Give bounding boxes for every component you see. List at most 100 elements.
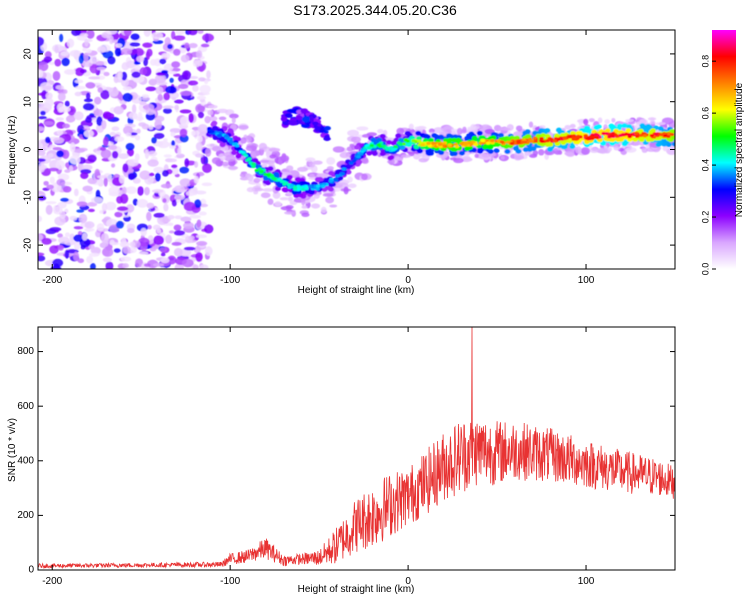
spectrogram-ridge-blob — [583, 134, 588, 138]
spectrogram-ridge-blob — [291, 190, 298, 195]
spectrogram-noise-blob — [55, 117, 64, 121]
spectrogram-noise-blob — [143, 30, 151, 37]
spectrogram-noise-blob — [192, 264, 199, 269]
spectrogram-ridge-blob — [390, 140, 397, 146]
spectrogram-x-tick-label: -200 — [42, 275, 62, 286]
spectrogram-halo-blob — [532, 150, 539, 156]
spectrogram-noise-blob — [129, 241, 136, 248]
spectrogram-noise-blob — [48, 144, 56, 149]
spectrogram-noise-blob — [109, 242, 120, 246]
spectrogram-arc-blob — [284, 113, 293, 119]
colorbar-tick-label: 0.4 — [700, 159, 710, 172]
spectrogram-noise-blob — [83, 103, 95, 111]
spectrogram-noise-blob — [56, 129, 64, 136]
spectrogram-noise-blob — [168, 230, 175, 234]
spectrogram-y-tick-label: 0 — [23, 146, 34, 152]
figure-title: S173.2025.344.05.20.C36 — [293, 2, 457, 18]
spectrogram-ridge-blob — [327, 186, 334, 192]
spectrogram-noise-blob — [100, 149, 112, 159]
spectrogram-halo-blob — [296, 166, 308, 172]
spectrogram-y-axis-label: Frequency (Hz) — [7, 116, 18, 185]
spectrogram-arc-blob — [323, 125, 331, 131]
spectrogram-ridge-blob — [671, 141, 675, 147]
spectrogram-halo-blob — [280, 155, 290, 162]
spectrogram-noise-blob — [100, 233, 109, 244]
spectrogram-ridge-blob — [609, 137, 616, 143]
spectrogram-noise-blob — [145, 86, 157, 92]
spectrogram-noise-blob — [179, 166, 190, 174]
spectrogram-noise-blob — [162, 169, 169, 177]
spectrogram-ridge-blob — [387, 155, 394, 161]
spectrogram-halo-blob — [309, 196, 316, 202]
spectrogram-noise-blob — [196, 241, 208, 246]
spectrogram-noise-blob — [144, 186, 150, 196]
spectrogram-noise-blob — [94, 96, 102, 105]
spectrogram-noise-blob — [182, 222, 195, 229]
spectrogram-ridge-blob — [314, 176, 321, 182]
spectrogram-ridge-blob — [567, 135, 573, 139]
spectrogram-halo-blob — [305, 157, 316, 162]
spectrogram-ridge-blob — [528, 139, 534, 143]
spectrogram-noise-blob — [48, 167, 59, 172]
spectrogram-noise-blob — [82, 47, 87, 52]
spectrogram-noise-blob — [47, 153, 54, 158]
spectrogram-noise-blob — [170, 131, 176, 137]
spectrogram-noise-blob — [141, 94, 150, 99]
spectrogram-ridge-blob — [413, 144, 420, 150]
spectrogram-ridge-blob — [544, 128, 551, 134]
spectrogram-ridge-blob — [433, 134, 440, 140]
spectrogram-ridge-blob — [499, 140, 505, 144]
spectrogram-halo-blob — [356, 126, 369, 131]
spectrogram-noise-blob — [88, 76, 101, 80]
spectrogram-noise-blob — [139, 100, 147, 106]
spectrogram-noise-blob — [173, 224, 182, 231]
colorbar-tick-label: 0.2 — [700, 211, 710, 224]
spectrogram-ridge-blob — [369, 143, 374, 148]
spectrogram-noise-blob — [53, 205, 63, 215]
spectrogram-ridge-blob — [504, 149, 511, 154]
spectrogram-halo-blob — [580, 147, 591, 155]
spectrogram-noise-blob — [195, 142, 203, 151]
spectrogram-noise-blob — [91, 196, 103, 204]
spectrogram-y-tick-label: 10 — [23, 96, 34, 108]
spectrogram-noise-blob — [183, 201, 196, 212]
spectrogram-ridge-blob — [476, 130, 483, 136]
spectrogram-noise-blob — [122, 86, 133, 91]
spectrogram-noise-blob — [169, 145, 176, 150]
spectrogram-noise-blob — [87, 154, 97, 163]
spectrogram-noise-blob — [143, 57, 149, 67]
spectrogram-halo-blob — [377, 128, 384, 134]
spectrogram-ridge-blob — [639, 123, 646, 129]
spectrogram-halo-blob — [326, 166, 334, 171]
spectrogram-ridge-blob — [411, 139, 416, 143]
spectrogram-ridge-blob — [210, 122, 217, 127]
spectrogram-noise-blob — [173, 73, 181, 77]
spectrogram-ridge-blob — [635, 134, 640, 139]
snr-y-tick-label: 400 — [17, 455, 34, 466]
spectrogram-ridge-blob — [301, 187, 306, 192]
spectrogram-noise-blob — [136, 55, 145, 63]
spectrogram-noise-blob — [163, 154, 172, 158]
spectrogram-halo-blob — [239, 172, 246, 178]
spectrogram-noise-blob — [78, 54, 84, 64]
spectrogram-noise-blob — [77, 258, 85, 264]
spectrogram-ridge-blob — [282, 182, 287, 186]
spectrogram-noise-blob — [97, 46, 107, 53]
spectrogram-noise-blob — [102, 50, 114, 59]
spectrogram-noise-blob — [148, 124, 154, 130]
spectrogram-noise-blob — [76, 201, 88, 207]
spectrogram-noise-blob — [44, 97, 54, 108]
spectrogram-arc-blob — [323, 130, 329, 134]
spectrogram-ridge-blob — [645, 137, 652, 143]
spectrogram-noise-blob — [81, 164, 93, 171]
spectrogram-ridge-blob — [358, 152, 364, 156]
spectrogram-noise-blob — [121, 71, 128, 81]
spectrogram-halo-blob — [245, 135, 252, 144]
spectrogram-halo-blob — [229, 113, 239, 119]
spectrogram-noise-blob — [206, 70, 211, 79]
spectrogram-halo-blob — [218, 116, 227, 121]
spectrogram-noise-blob — [41, 85, 54, 90]
spectrogram-noise-blob — [86, 255, 94, 264]
spectrogram-noise-blob — [69, 215, 78, 221]
